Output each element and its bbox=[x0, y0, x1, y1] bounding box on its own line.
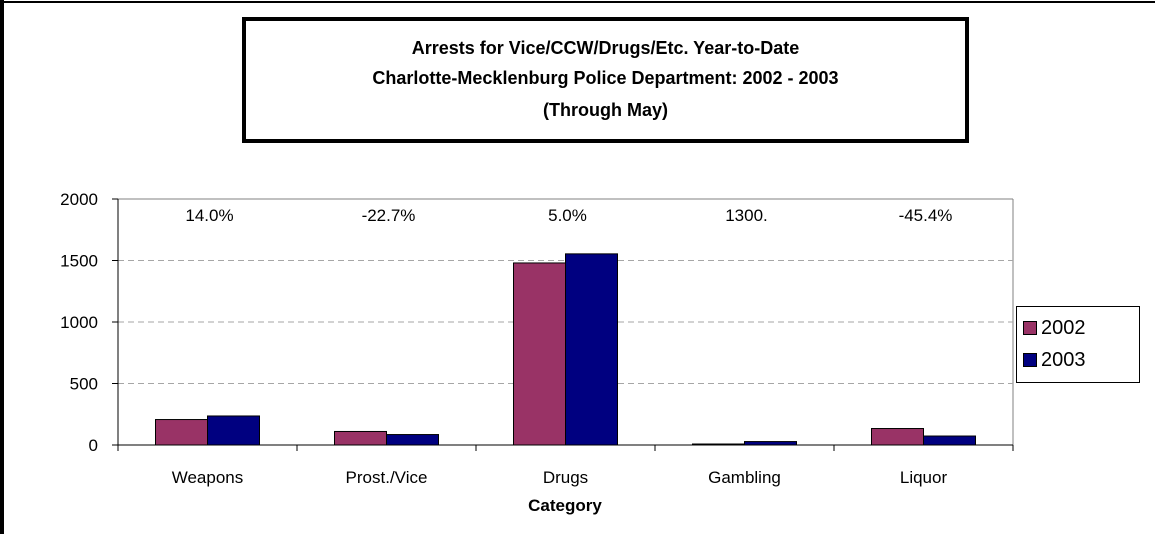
labels-layer: Weapons 14.0% Prost./Vice -22.7% Drugs 5.0% Ga… bbox=[172, 206, 953, 487]
bar-2002 bbox=[513, 262, 566, 446]
legend-label-2002: 2002 bbox=[1041, 316, 1086, 339]
grid-layer bbox=[118, 198, 1014, 445]
legend: 2002 2003 bbox=[1016, 306, 1140, 383]
bar-2003 bbox=[386, 434, 439, 446]
legend-swatch-2003 bbox=[1023, 353, 1037, 367]
y-tick-label: 0 bbox=[89, 436, 98, 455]
pct-change-label: 1300. bbox=[725, 206, 768, 225]
x-tick-label: Drugs bbox=[543, 468, 588, 487]
legend-item-2003: 2003 bbox=[1023, 348, 1086, 372]
bar-2002 bbox=[334, 430, 387, 446]
legend-swatch-2002 bbox=[1023, 321, 1037, 335]
bar-2003 bbox=[565, 253, 618, 446]
bar-2002 bbox=[871, 428, 924, 446]
x-tick-label: Gambling bbox=[708, 468, 781, 487]
bars-layer bbox=[155, 253, 976, 446]
x-tick-label: Prost./Vice bbox=[346, 468, 428, 487]
y-tick-label: 2000 bbox=[60, 190, 98, 209]
legend-item-2002: 2002 bbox=[1023, 316, 1086, 340]
chart-title-box: Arrests for Vice/CCW/Drugs/Etc. Year-to-… bbox=[242, 17, 969, 143]
bar-2003 bbox=[744, 441, 797, 446]
x-tick-label: Weapons bbox=[172, 468, 244, 487]
chart-title-line-2: Charlotte-Mecklenburg Police Department:… bbox=[372, 68, 839, 88]
bar-2003 bbox=[207, 415, 260, 446]
pct-change-label: 5.0% bbox=[548, 206, 587, 225]
y-tick-label: 1500 bbox=[60, 252, 98, 271]
pct-change-label: -22.7% bbox=[362, 206, 416, 225]
bar-2003 bbox=[923, 435, 976, 446]
bar-2002 bbox=[155, 419, 208, 446]
x-tick-label: Liquor bbox=[900, 468, 948, 487]
axes-layer: 0 500 1000 1500 2000 bbox=[60, 190, 1014, 455]
legend-label-2003: 2003 bbox=[1041, 348, 1086, 371]
chart-title-line-1: Arrests for Vice/CCW/Drugs/Etc. Year-to-… bbox=[411, 38, 800, 58]
y-tick-label: 1000 bbox=[60, 313, 98, 332]
chart-title-line-3: (Through May) bbox=[543, 100, 668, 120]
pct-change-label: -45.4% bbox=[899, 206, 953, 225]
pct-change-label: 14.0% bbox=[185, 206, 233, 225]
x-axis-title: Category bbox=[528, 496, 602, 515]
y-tick-label: 500 bbox=[70, 375, 98, 394]
